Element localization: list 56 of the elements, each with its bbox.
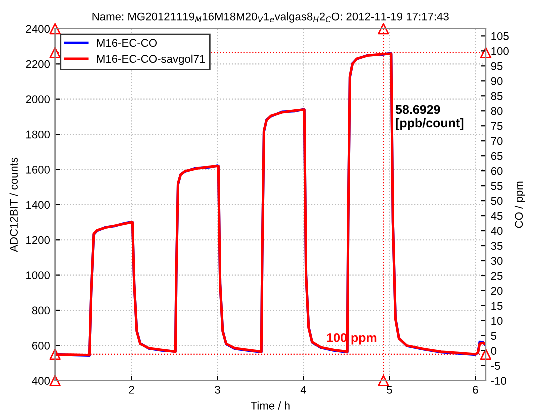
y-axis-title: ADC12BIT / counts [10,158,18,252]
y2-tick-label: 70 [491,137,503,146]
x-tick-label: 5 [387,386,392,394]
y2-axis-title: CO / ppm [514,182,526,228]
y2-tick-label: 60 [491,167,503,176]
y2-tick-label: 65 [491,152,503,160]
y2-tick-label: 0 [491,347,497,356]
y2-tick-label: 5 [491,332,497,340]
point [50,348,61,360]
y2-tick-label: 90 [491,77,503,86]
y-tick-label: 1400 [26,201,50,210]
y2-tick-label: 45 [491,212,503,220]
y2-tick-label: 50 [491,197,503,206]
chart-title: Name: MG20121119$_{M}$16M18M20$_{V}$1$_{e}$valgas8$_{H}$2$_{C}$O: 2012-11-19 17:17:43 [92,12,449,23]
point [50,23,61,35]
y2-tick-label: 40 [491,227,503,236]
point [50,47,61,59]
y2-tick-label: 30 [491,257,503,266]
y2-tick-label: 105 [492,32,509,40]
y2-tick-label: 10 [492,317,503,326]
y2-tick-label: 85 [491,92,503,100]
y2-tick-label: 80 [491,107,503,116]
y-tick-label: 400 [32,377,50,386]
point [480,47,492,59]
y-tick-label: 1600 [26,166,50,174]
legend-label: M16-EC-CO [97,39,158,48]
y-tick-label: 2200 [26,60,50,68]
x-tick-label: 4 [300,386,307,394]
y2-tick-label: -5 [491,362,500,370]
annotation: 100 ppm [327,333,377,345]
y2-tick-label: 15 [492,302,503,310]
point [50,375,61,386]
y2-tick-label: 75 [491,122,503,130]
y2-tick-label: 25 [491,272,503,280]
y2-tick-label: -10 [491,377,506,386]
y-tick-label: 1800 [26,130,50,139]
point [480,348,492,360]
y-tick-label: 1200 [26,236,50,244]
point [378,375,390,386]
x-tick-label: 2 [129,386,134,394]
y2-tick-label: 100 [492,47,509,56]
x-axis-title: Time / h [251,402,290,410]
point [378,23,390,35]
x-tick-label: 3 [215,386,220,394]
y2-tick-label: 55 [491,182,503,190]
annotation: 58.6929 [ppb/count] [396,105,464,130]
y-tick-label: 800 [32,306,50,315]
y2-tick-label: 20 [491,287,503,296]
y-tick-label: 2000 [26,96,50,104]
y2-tick-label: 35 [491,242,503,250]
y2-tick-label: 95 [491,62,503,70]
legend-label: M16-EC-CO-savgol71 [97,54,206,66]
y-tick-label: 1000 [26,272,50,280]
x-tick-label: 6 [473,386,478,394]
y-tick-label: 600 [32,342,50,350]
y-tick-label: 2400 [26,25,50,34]
